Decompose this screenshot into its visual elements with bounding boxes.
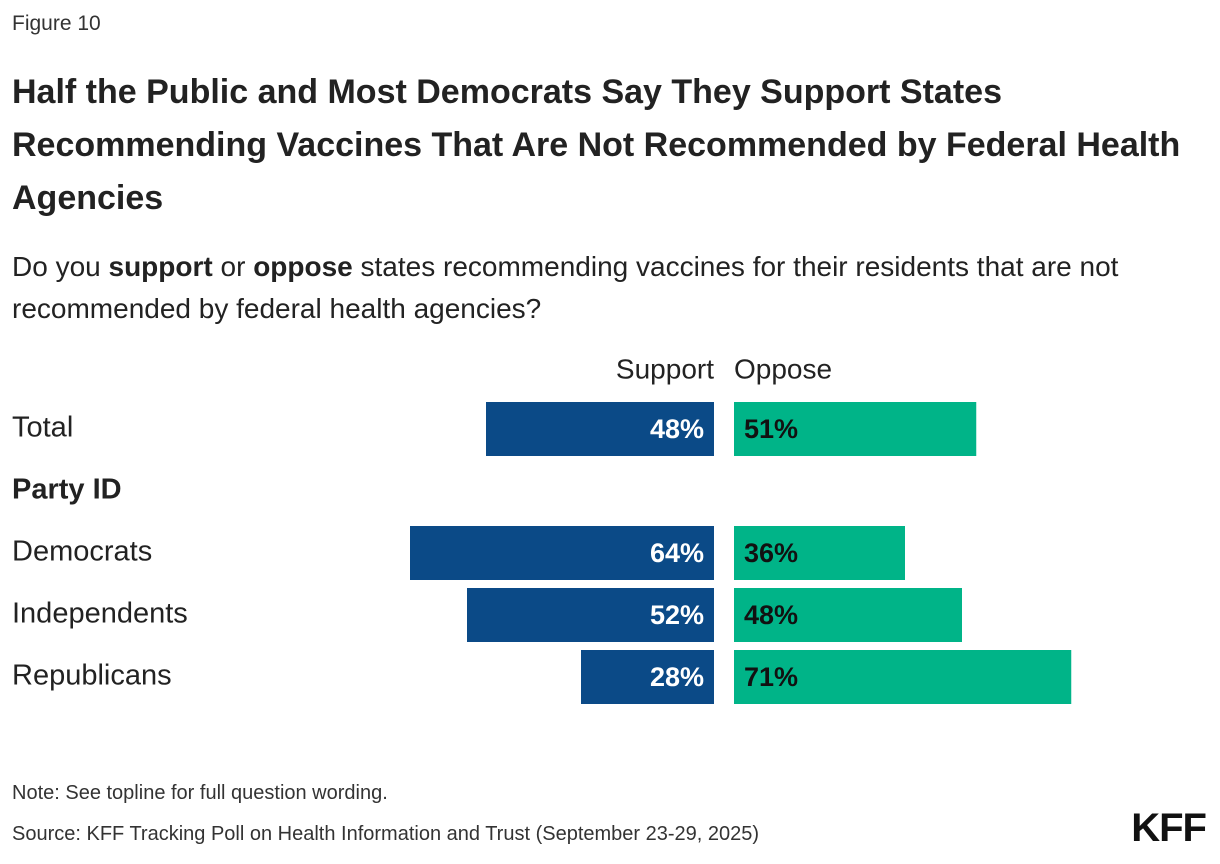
bar bbox=[734, 526, 905, 580]
value-label: 28% bbox=[650, 662, 704, 692]
subtitle-part: support bbox=[108, 251, 213, 282]
value-label: 48% bbox=[650, 414, 704, 444]
value-label: 71% bbox=[744, 662, 798, 692]
category-label: Democrats bbox=[12, 536, 152, 568]
figure-label: Figure 10 bbox=[12, 12, 101, 35]
value-label: 36% bbox=[744, 538, 798, 568]
chart-title: Half the Public and Most Democrats Say T… bbox=[12, 73, 1181, 217]
bar bbox=[486, 402, 714, 456]
subtitle-part: or bbox=[212, 251, 254, 282]
chart: Support Oppose Total 48% 51% Party ID Democrat… bbox=[12, 353, 1072, 704]
note: Note: See topline for full question word… bbox=[12, 782, 388, 804]
bar bbox=[410, 526, 714, 580]
category-label: Republicans bbox=[12, 660, 172, 692]
category-label: Independents bbox=[12, 598, 188, 630]
category-label: Total bbox=[12, 412, 73, 444]
value-label: 48% bbox=[744, 600, 798, 630]
bar bbox=[467, 588, 714, 642]
legend-label: Oppose bbox=[734, 353, 832, 384]
bar bbox=[734, 588, 962, 642]
category-label: Party ID bbox=[12, 474, 122, 506]
subtitle-part: states recommending vaccines for their r… bbox=[12, 251, 1119, 324]
chart-subtitle: Do you support or oppose states recommen… bbox=[12, 246, 1208, 330]
value-label: 51% bbox=[744, 414, 798, 444]
subtitle-part: oppose bbox=[253, 251, 353, 282]
bar bbox=[581, 650, 714, 704]
bar bbox=[734, 650, 1072, 704]
source: Source: KFF Tracking Poll on Health Info… bbox=[12, 823, 760, 845]
value-label: 64% bbox=[650, 538, 704, 568]
bar bbox=[734, 402, 977, 456]
legend-label: Support bbox=[616, 353, 714, 384]
value-label: 52% bbox=[650, 600, 704, 630]
subtitle-part: Do you bbox=[12, 251, 109, 282]
logo: KFF bbox=[1131, 806, 1207, 850]
